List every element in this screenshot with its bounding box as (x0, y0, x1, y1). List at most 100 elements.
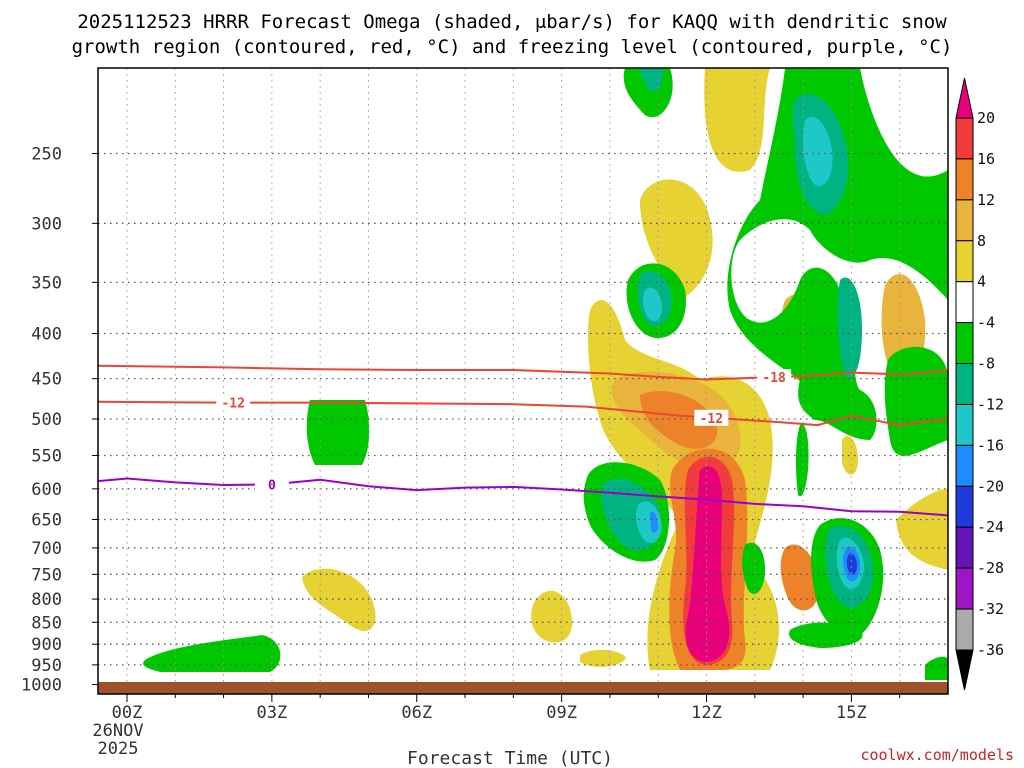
omega-negative-region (640, 68, 663, 92)
omega-negative-region (925, 656, 948, 680)
x-tick-label: 03Z (257, 703, 288, 723)
isotherm-label: -12 (700, 412, 723, 427)
omega-negative-region (143, 635, 281, 672)
omega-negative-region (306, 400, 370, 465)
omega-shading (143, 68, 948, 680)
y-tick-label: 300 (31, 214, 62, 234)
colorbar-tick-label: -16 (977, 436, 1004, 454)
colorbar-tick-label: 16 (977, 150, 995, 168)
omega-positive-region (780, 544, 819, 611)
x-tick-label: 09Z (546, 703, 577, 723)
colorbar-segment (955, 199, 974, 242)
omega-negative-region (803, 116, 833, 186)
y-tick-label: 1000 (21, 676, 62, 696)
x-axis: 00Z 03Z 06Z 09Z 12Z 15Z (112, 694, 901, 723)
colorbar-segment (955, 117, 974, 160)
colorbar-tick-label: -36 (977, 641, 1004, 659)
plot-frame (97, 67, 949, 695)
colorbar-segment (955, 363, 974, 405)
isotherm-line (98, 477, 948, 517)
colorbar-tick-label: 20 (977, 109, 995, 127)
colorbar-tick-label: -32 (977, 600, 1004, 618)
omega-positive-region (640, 179, 713, 300)
y-tick-label: 900 (31, 635, 62, 655)
isotherm-label: -12 (221, 397, 244, 412)
chart-title-line2: growth region (contoured, red, °C) and f… (72, 36, 953, 58)
y-tick-label: 350 (31, 273, 62, 293)
y-tick-label: 550 (31, 447, 62, 467)
isotherm-label-bg (216, 394, 251, 411)
y-tick-label: 850 (31, 613, 62, 633)
omega-negative-region (837, 277, 862, 378)
omega-negative-region (789, 622, 863, 648)
y-tick-label: 450 (31, 370, 62, 390)
colorbar-segment (955, 526, 974, 569)
colorbar-tick-label: 8 (977, 232, 986, 250)
omega-negative-region (846, 553, 857, 575)
isotherm-label-bg (694, 409, 729, 426)
isotherm-line (98, 400, 948, 427)
y-tick-label: 800 (31, 590, 62, 610)
y-tick-label: 750 (31, 565, 62, 585)
colorbar-segment (955, 485, 974, 528)
x-date-line1: 26NOV (92, 721, 143, 741)
colorbar-segment (955, 322, 974, 365)
omega-positive-region (640, 391, 718, 449)
grid-lines (98, 68, 948, 694)
x-tick-label: 12Z (691, 703, 722, 723)
credit-text: coolwx.com/models (860, 746, 1014, 764)
colorbar-segment (955, 240, 974, 283)
y-tick-label: 250 (31, 144, 62, 164)
colorbar-segment (955, 444, 974, 487)
colorbar-segment (955, 158, 974, 201)
colorbar-segment (955, 281, 974, 324)
x-tick-label: 00Z (112, 703, 143, 723)
colorbar-tick-label: -28 (977, 559, 1004, 577)
isotherm-line (98, 364, 948, 381)
colorbar-segment (955, 567, 974, 610)
colorbar-tick-label: -12 (977, 395, 1004, 413)
omega-positive-region (704, 68, 770, 172)
isotherm-label: -18 (762, 371, 786, 386)
omega-negative-region (650, 511, 658, 533)
isotherm-lines: -18 -12 -12 0 (98, 364, 948, 517)
x-tick-label: 06Z (401, 703, 432, 723)
colorbar-top-arrow (955, 77, 974, 119)
colorbar-segment (955, 403, 974, 446)
omega-negative-region (795, 424, 809, 497)
chart-title-line1: 2025112523 HRRR Forecast Omega (shaded, … (77, 11, 947, 33)
colorbar-tick-label: 4 (977, 273, 986, 291)
omega-negative-region (727, 68, 948, 440)
isotherm-label-bg (254, 476, 289, 493)
y-tick-label: 650 (31, 511, 62, 531)
x-axis-label: Forecast Time (UTC) (407, 748, 613, 768)
y-tick-label: 700 (31, 539, 62, 559)
y-tick-label: 950 (31, 656, 62, 676)
omega-positive-region (896, 488, 948, 570)
x-date-line2: 2025 (98, 739, 139, 759)
omega-negative-region (742, 542, 765, 594)
omega-positive-region (685, 466, 730, 662)
terrain-strip (98, 682, 948, 694)
omega-negative-region (884, 346, 948, 456)
colorbar-tick-label: -24 (977, 518, 1004, 536)
colorbar: 20 16 12 8 4 -4 -8 -12 -16 -20 -24 -28 -32 -36 (955, 77, 1004, 691)
colorbar-bottom-arrow (955, 649, 974, 691)
omega-positive-region (580, 649, 626, 667)
y-axis: 2503003504004505005506006507007508008509… (21, 144, 98, 696)
omega-positive-region (842, 436, 858, 475)
colorbar-tick-label: -4 (977, 314, 995, 332)
colorbar-tick-label: -8 (977, 355, 995, 373)
colorbar-tick-label: -20 (977, 477, 1004, 495)
y-tick-label: 500 (31, 410, 62, 430)
y-tick-label: 600 (31, 480, 62, 500)
omega-positive-region (531, 590, 573, 643)
colorbar-segment (955, 608, 974, 651)
isotherm-label: 0 (268, 478, 276, 493)
y-tick-label: 400 (31, 325, 62, 345)
colorbar-tick-label: 12 (977, 191, 995, 209)
omega-negative-region (643, 287, 662, 322)
isotherm-label-bg (757, 369, 792, 386)
x-tick-label: 15Z (836, 703, 867, 723)
